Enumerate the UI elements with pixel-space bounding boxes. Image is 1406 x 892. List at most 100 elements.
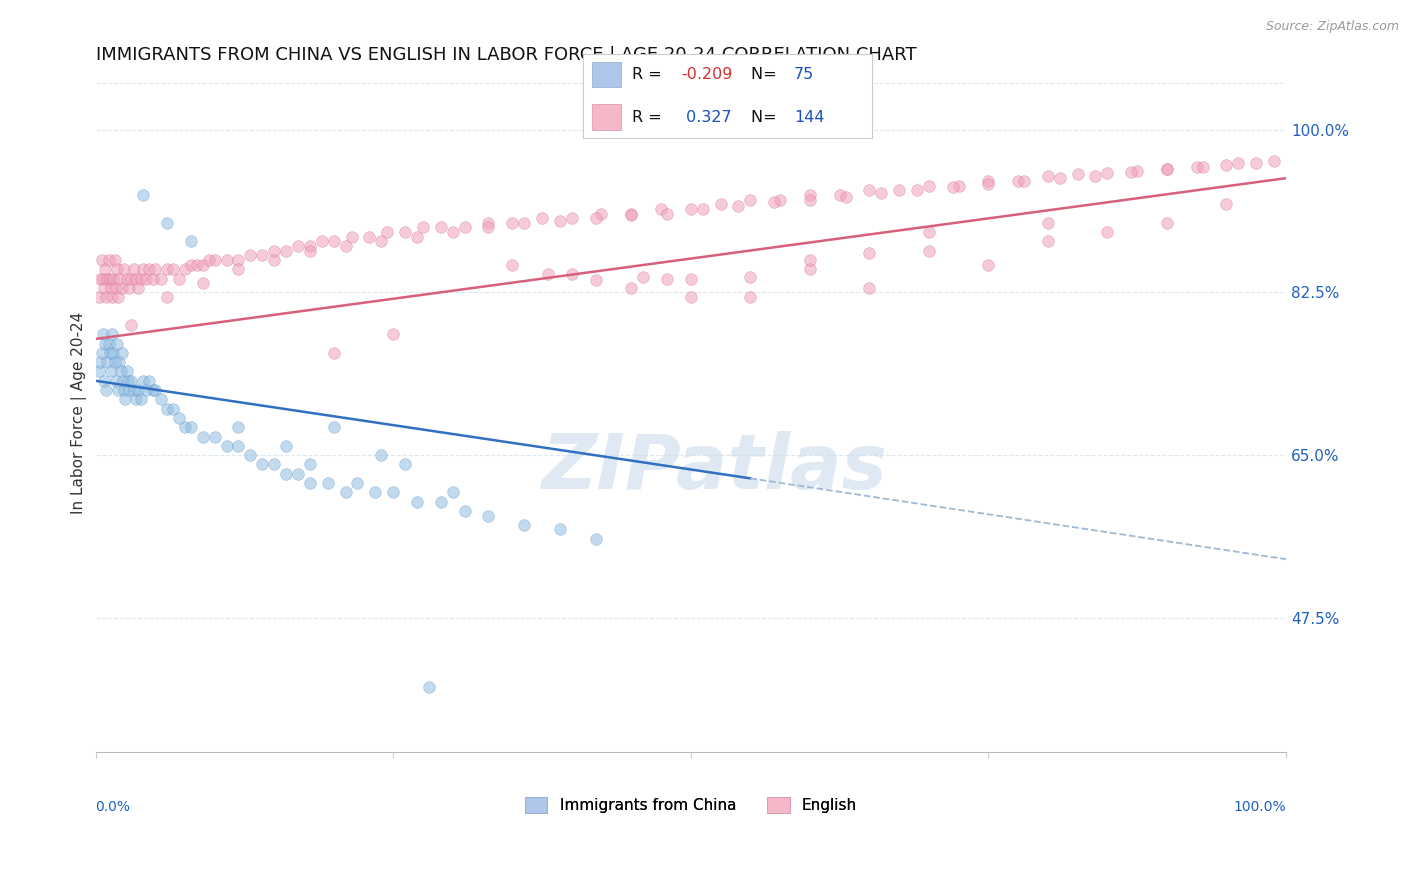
Point <box>977 258 1000 272</box>
Point <box>740 193 762 207</box>
Point <box>561 267 583 281</box>
Point <box>1227 156 1250 170</box>
Text: -0.209: -0.209 <box>682 67 733 82</box>
Point <box>513 517 536 532</box>
Point <box>477 216 499 230</box>
Point <box>948 178 970 193</box>
Point <box>252 458 274 472</box>
Point <box>263 252 285 267</box>
Point <box>90 346 112 360</box>
Point <box>120 271 142 285</box>
Point <box>1126 163 1149 178</box>
Point <box>186 258 208 272</box>
Point <box>111 346 134 360</box>
Point <box>150 392 173 407</box>
Point <box>769 193 792 207</box>
Point <box>477 220 499 235</box>
Point <box>1185 160 1208 174</box>
Point <box>156 290 179 304</box>
Text: 100.0%: 100.0% <box>1233 800 1286 814</box>
Y-axis label: In Labor Force | Age 20-24: In Labor Force | Age 20-24 <box>72 312 87 515</box>
Point <box>103 346 125 360</box>
Point <box>406 229 429 244</box>
Point <box>346 475 368 490</box>
Point <box>679 202 702 216</box>
Point <box>799 193 821 207</box>
Point <box>228 262 250 277</box>
Point <box>215 252 238 267</box>
Text: 0.327: 0.327 <box>682 110 733 125</box>
Point <box>501 216 523 230</box>
Point <box>228 439 250 453</box>
Point <box>709 197 731 211</box>
Point <box>740 290 762 304</box>
Point <box>118 281 141 295</box>
Point <box>477 508 499 523</box>
Point <box>204 252 226 267</box>
Point <box>441 225 464 239</box>
Point <box>114 392 136 407</box>
Point <box>173 262 195 277</box>
Point <box>90 252 112 267</box>
Point <box>585 273 607 287</box>
Point <box>1097 166 1119 180</box>
Point <box>162 262 184 277</box>
Point <box>585 211 607 226</box>
Bar <box>592 104 621 130</box>
Point <box>887 183 910 197</box>
Point <box>1156 216 1178 230</box>
Point <box>135 271 157 285</box>
Point <box>252 248 274 262</box>
Point <box>191 258 214 272</box>
Point <box>122 383 145 397</box>
Point <box>117 374 139 388</box>
Point <box>942 180 965 194</box>
Point <box>89 290 111 304</box>
Point <box>132 188 155 202</box>
Point <box>191 276 214 290</box>
Point <box>298 475 321 490</box>
Point <box>692 202 714 216</box>
Point <box>94 262 117 277</box>
Point <box>125 392 148 407</box>
Point <box>834 190 856 204</box>
Point <box>93 374 115 388</box>
Point <box>322 235 344 249</box>
Point <box>156 216 179 230</box>
Point <box>977 177 1000 191</box>
Point <box>394 458 416 472</box>
Point <box>364 485 387 500</box>
Point <box>382 485 405 500</box>
Point <box>274 467 297 481</box>
Point <box>655 271 678 285</box>
Point <box>97 252 120 267</box>
Point <box>228 252 250 267</box>
Point <box>977 174 1000 188</box>
Point <box>1215 197 1237 211</box>
Point <box>530 211 553 226</box>
Point <box>287 239 309 253</box>
Point <box>97 336 120 351</box>
Point <box>122 262 145 277</box>
Point <box>298 239 321 253</box>
Point <box>111 374 134 388</box>
Point <box>167 411 190 425</box>
Point <box>239 248 262 262</box>
Point <box>104 252 127 267</box>
Point <box>1036 235 1059 249</box>
Point <box>135 383 157 397</box>
Point <box>156 401 179 416</box>
Point <box>501 258 523 272</box>
Point <box>127 281 149 295</box>
Point <box>430 494 453 508</box>
Point <box>100 364 122 378</box>
Point <box>115 364 138 378</box>
Point <box>382 327 405 342</box>
Point <box>120 374 142 388</box>
Point <box>156 262 179 277</box>
Point <box>104 374 127 388</box>
Point <box>101 290 124 304</box>
Point <box>89 355 111 369</box>
Point <box>740 269 762 284</box>
Text: 0.0%: 0.0% <box>96 800 131 814</box>
